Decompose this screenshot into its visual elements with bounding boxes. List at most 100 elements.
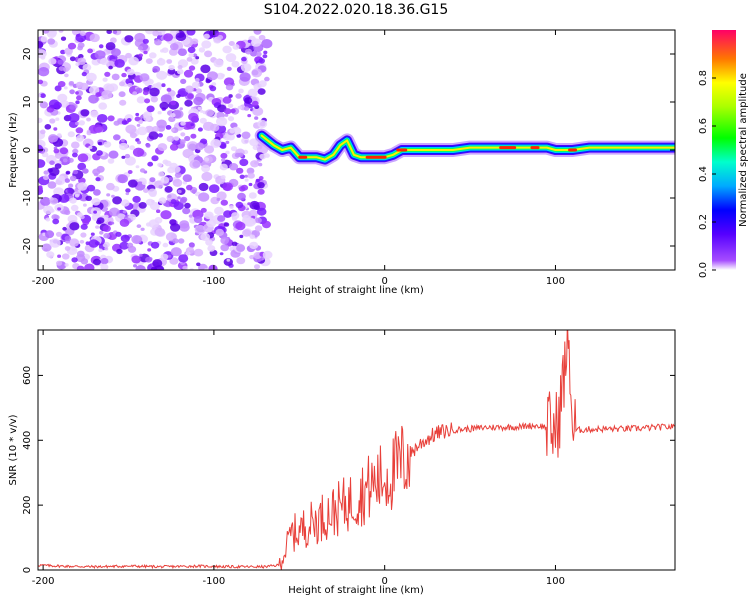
noise-speck bbox=[93, 210, 97, 214]
noise-speck bbox=[159, 101, 169, 110]
noise-speck bbox=[230, 108, 236, 114]
noise-speck bbox=[69, 238, 80, 247]
noise-speck bbox=[149, 202, 160, 211]
noise-speck bbox=[145, 256, 153, 263]
noise-speck bbox=[149, 177, 156, 183]
noise-speck bbox=[190, 123, 194, 127]
noise-speck bbox=[201, 40, 212, 49]
noise-speck bbox=[124, 153, 131, 159]
noise-speck bbox=[171, 128, 175, 132]
noise-speck bbox=[173, 135, 180, 141]
noise-speck bbox=[226, 258, 231, 262]
noise-speck bbox=[145, 30, 155, 35]
noise-speck bbox=[121, 138, 125, 142]
noise-speck bbox=[156, 209, 161, 213]
noise-speck bbox=[216, 197, 221, 201]
x-tick-label: 100 bbox=[546, 576, 565, 587]
noise-speck bbox=[40, 36, 48, 43]
noise-speck bbox=[80, 232, 87, 238]
noise-speck bbox=[39, 101, 49, 109]
noise-speck bbox=[197, 106, 203, 111]
noise-speck bbox=[90, 232, 95, 236]
noise-speck bbox=[190, 133, 197, 139]
noise-speck bbox=[64, 246, 71, 251]
noise-speck bbox=[217, 215, 226, 222]
noise-speck bbox=[135, 112, 140, 117]
noise-speck bbox=[79, 239, 85, 244]
noise-speck bbox=[239, 174, 245, 179]
noise-speck bbox=[235, 201, 244, 209]
noise-speck bbox=[67, 131, 75, 138]
noise-speck bbox=[180, 132, 186, 137]
noise-speck bbox=[65, 170, 71, 175]
noise-speck bbox=[93, 172, 99, 177]
snr-series-line bbox=[38, 330, 675, 570]
noise-speck bbox=[220, 116, 225, 121]
noise-speck bbox=[226, 133, 236, 141]
noise-speck bbox=[69, 56, 76, 62]
noise-speck bbox=[191, 81, 200, 89]
noise-speck bbox=[103, 141, 112, 148]
noise-speck bbox=[40, 93, 46, 99]
y-tick-label: 10 bbox=[22, 96, 33, 109]
noise-speck bbox=[68, 113, 80, 123]
noise-speck bbox=[83, 203, 87, 207]
noise-speck bbox=[58, 193, 70, 203]
noise-speck bbox=[152, 259, 163, 268]
noise-speck bbox=[131, 235, 143, 244]
noise-speck bbox=[232, 245, 237, 249]
noise-speck bbox=[195, 88, 202, 94]
noise-speck bbox=[192, 209, 204, 219]
noise-speck bbox=[252, 100, 259, 107]
noise-speck bbox=[49, 197, 59, 205]
signal-track bbox=[254, 128, 675, 167]
noise-speck bbox=[188, 53, 194, 58]
noise-speck bbox=[156, 119, 167, 129]
noise-speck bbox=[87, 48, 93, 54]
noise-speck bbox=[208, 264, 218, 270]
noise-speck bbox=[69, 197, 77, 204]
noise-speck bbox=[119, 241, 130, 250]
noise-speck bbox=[111, 73, 120, 81]
noise-speck bbox=[57, 133, 62, 137]
noise-speck bbox=[197, 127, 203, 132]
noise-speck bbox=[108, 65, 113, 70]
noise-speck bbox=[98, 248, 103, 253]
colorbar-tick-label: 0.6 bbox=[698, 118, 709, 134]
noise-speck bbox=[152, 126, 160, 133]
colorbar-tick-label: 0.4 bbox=[698, 166, 709, 182]
noise-speck bbox=[220, 175, 226, 180]
noise-speck bbox=[57, 254, 62, 258]
noise-speck bbox=[227, 103, 234, 109]
noise-speck bbox=[170, 223, 181, 232]
noise-speck bbox=[93, 189, 101, 196]
noise-speck bbox=[86, 117, 91, 122]
noise-speck bbox=[152, 30, 160, 37]
noise-speck bbox=[229, 205, 234, 210]
noise-speck bbox=[235, 221, 246, 231]
noise-speck bbox=[168, 116, 176, 123]
noise-speck bbox=[49, 238, 61, 248]
noise-speck bbox=[203, 33, 210, 39]
noise-speck bbox=[150, 241, 160, 249]
noise-speck bbox=[184, 99, 193, 107]
noise-speck bbox=[247, 114, 252, 118]
noise-speck bbox=[198, 192, 210, 202]
noise-speck bbox=[223, 258, 233, 266]
noise-speck bbox=[132, 91, 138, 96]
noise-speck bbox=[170, 199, 177, 205]
noise-speck bbox=[170, 247, 182, 257]
noise-speck bbox=[46, 30, 57, 38]
noise-speck bbox=[207, 245, 216, 252]
noise-speck bbox=[138, 119, 144, 124]
noise-speck bbox=[177, 196, 181, 200]
colorbar-label: Normalized spectral amplitude bbox=[738, 73, 749, 227]
noise-speck bbox=[151, 155, 159, 162]
noise-speck bbox=[263, 50, 268, 55]
noise-speck bbox=[236, 257, 246, 265]
noise-speck bbox=[249, 255, 255, 260]
noise-speck bbox=[106, 60, 116, 69]
noise-speck bbox=[38, 186, 43, 192]
noise-speck bbox=[80, 109, 90, 117]
